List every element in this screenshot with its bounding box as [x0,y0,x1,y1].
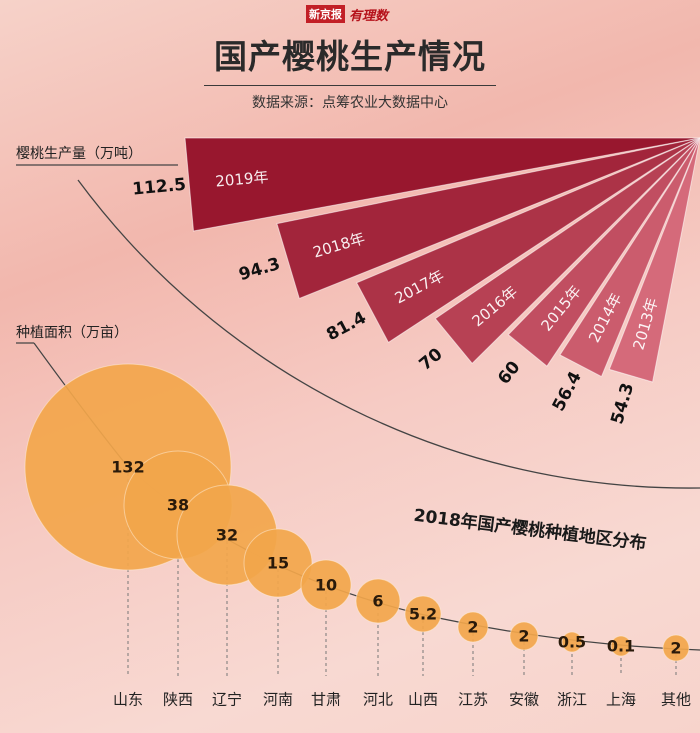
bubble-value-label: 2 [467,618,478,637]
production-axis-label: 樱桃生产量（万吨） [16,146,142,162]
bubble-value-label: 15 [267,554,289,573]
bubble-value-label: 32 [216,526,238,545]
distribution-title: 2018年国产樱桃种植地区分布 [412,505,647,554]
fan-wedge-2018年 [276,137,700,300]
bubble-value-label: 6 [372,592,383,611]
region-label: 陕西 [163,691,193,709]
bubble-山西 [404,595,442,633]
page-title: 国产樱桃生产情况 [214,37,486,76]
data-source: 数据来源：点筹农业大数据中心 [252,95,448,111]
region-label: 甘肃 [311,691,341,709]
region-label: 安徽 [509,691,539,709]
bubble-value-label: 132 [111,458,144,477]
fan-year-label: 2019年 [215,168,270,191]
bubble-其他 [662,634,690,662]
fan-wedge-2015年 [507,137,700,367]
fan-value-label: 94.3 [237,254,283,285]
fan-value-label: 60 [494,357,525,388]
region-label: 浙江 [557,691,587,709]
region-label: 上海 [606,691,636,709]
bubble-value-label: 0.5 [558,633,586,652]
fan-value-label: 56.4 [549,368,586,415]
fan-wedge-2016年 [434,137,700,365]
fan-value-label: 81.4 [323,308,370,345]
fan-wedge-2017年 [356,137,700,344]
brand-masthead: 新京报 有理数 [306,4,388,24]
region-label: 辽宁 [212,691,242,709]
region-label: 江苏 [458,691,488,709]
region-label: 其他 [661,691,691,709]
region-label: 河南 [263,691,293,709]
brand-red-label: 新京报 [306,5,345,23]
bubble-河南 [243,528,313,598]
fan-value-label: 112.5 [132,175,187,200]
bubble-江苏 [457,611,489,643]
fan-value-label: 70 [416,344,447,375]
area-axis-label: 种植面积（万亩） [16,325,128,341]
region-label: 河北 [363,691,393,709]
bubble-value-label: 38 [167,496,189,515]
bubble-上海 [610,635,632,657]
area-bubbles: 132 山东 38 陕西 32 辽宁 15 河南 10 甘肃 6 河北 5.2 山西 2 江苏 2 安徽 0.5 浙江… [16,342,700,709]
bubble-安徽 [509,621,539,651]
fan-value-label: 54.3 [607,381,638,427]
bubble-value-label: 2 [518,627,529,646]
bubble-value-label: 0.1 [607,637,635,656]
brand-sub-label: 有理数 [349,8,389,24]
bubble-value-label: 10 [315,576,337,595]
bubble-浙江 [561,631,583,653]
title-divider [204,85,496,86]
bubble-value-label: 2 [670,639,681,658]
bubble-河北 [355,578,401,624]
fan-wedge-2014年 [559,137,700,378]
fan-wedge-2019年 [184,137,700,232]
region-label: 山东 [113,691,143,709]
fan-wedge-2013年 [608,137,700,383]
region-label: 山西 [408,691,438,709]
bubble-value-label: 5.2 [409,605,437,624]
production-guide-arc [77,179,700,489]
bubble-甘肃 [300,559,352,611]
